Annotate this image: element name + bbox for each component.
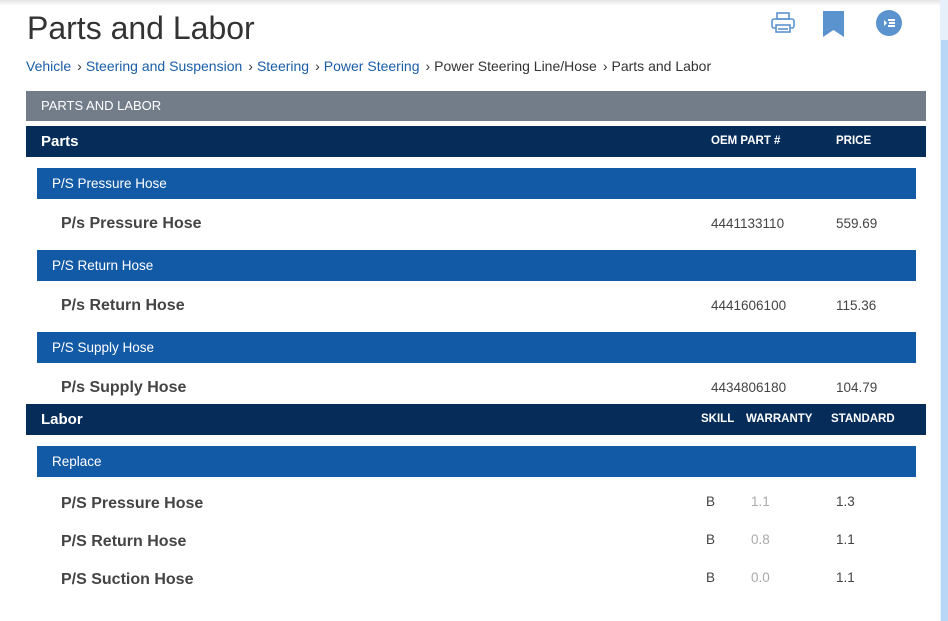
oem-part-number: 4441133110 xyxy=(711,216,785,231)
chevron-right-icon: › xyxy=(77,58,82,74)
chevron-right-icon: › xyxy=(248,58,253,74)
labor-header-label: Labor xyxy=(41,411,83,428)
breadcrumb-current: Parts and Labor xyxy=(611,58,712,74)
labor-skill: B xyxy=(706,570,716,585)
oem-part-number: 4441606100 xyxy=(711,298,787,313)
standard-column-header: STANDARD xyxy=(831,413,895,425)
labor-name: P/S Return Hose xyxy=(61,533,187,550)
labor-warranty: 0.8 xyxy=(751,532,770,547)
skill-column-header: SKILL xyxy=(701,413,735,425)
labor-group: Replace xyxy=(37,446,916,477)
breadcrumb-power-steering[interactable]: Power Steering xyxy=(323,58,420,74)
breadcrumb: Vehicle › Steering and Suspension › Steering… xyxy=(26,58,711,74)
page-title: Parts and Labor xyxy=(27,10,255,46)
chevron-right-icon: › xyxy=(602,58,608,74)
parts-group: P/S Supply Hose xyxy=(37,332,916,363)
part-name: P/s Supply Hose xyxy=(61,379,187,396)
parts-group: P/S Pressure Hose xyxy=(37,168,916,199)
top-shadow xyxy=(0,0,940,6)
labor-standard: 1.3 xyxy=(836,494,855,509)
bookmark-icon[interactable] xyxy=(823,11,844,42)
oem-column-header: OEM PART # xyxy=(711,135,781,147)
labor-warranty: 0.0 xyxy=(751,570,770,585)
labor-standard: 1.1 xyxy=(836,570,855,585)
toc-icon[interactable] xyxy=(876,10,902,41)
labor-standard: 1.1 xyxy=(836,532,855,547)
labor-name: P/S Suction Hose xyxy=(61,571,194,588)
part-name: P/s Return Hose xyxy=(61,297,185,314)
breadcrumb-line-hose: Power Steering Line/Hose xyxy=(434,58,597,74)
warranty-column-header: WARRANTY xyxy=(746,413,813,425)
scrollbar-thumb[interactable] xyxy=(941,40,948,621)
part-price: 104.79 xyxy=(836,380,878,395)
part-price: 115.36 xyxy=(836,298,877,313)
chevron-right-icon: › xyxy=(315,58,320,74)
breadcrumb-steering[interactable]: Steering xyxy=(256,58,310,74)
oem-part-number: 4434806180 xyxy=(711,380,787,395)
parts-header: Parts OEM PART # PRICE xyxy=(26,126,926,157)
parts-group: P/S Return Hose xyxy=(37,250,916,281)
price-column-header: PRICE xyxy=(836,135,872,147)
parts-header-label: Parts xyxy=(41,133,79,150)
breadcrumb-vehicle[interactable]: Vehicle xyxy=(26,58,72,74)
labor-name: P/S Pressure Hose xyxy=(61,495,204,512)
labor-skill: B xyxy=(706,494,716,509)
labor-warranty: 1.1 xyxy=(751,494,770,509)
part-name: P/s Pressure Hose xyxy=(61,215,202,232)
labor-skill: B xyxy=(706,532,716,547)
labor-header: Labor SKILL WARRANTY STANDARD xyxy=(26,404,926,435)
chevron-right-icon: › xyxy=(425,58,431,74)
section-header: PARTS AND LABOR xyxy=(26,91,926,121)
part-price: 559.69 xyxy=(836,216,878,231)
print-icon[interactable] xyxy=(771,12,795,39)
breadcrumb-steering-suspension[interactable]: Steering and Suspension xyxy=(85,58,243,74)
